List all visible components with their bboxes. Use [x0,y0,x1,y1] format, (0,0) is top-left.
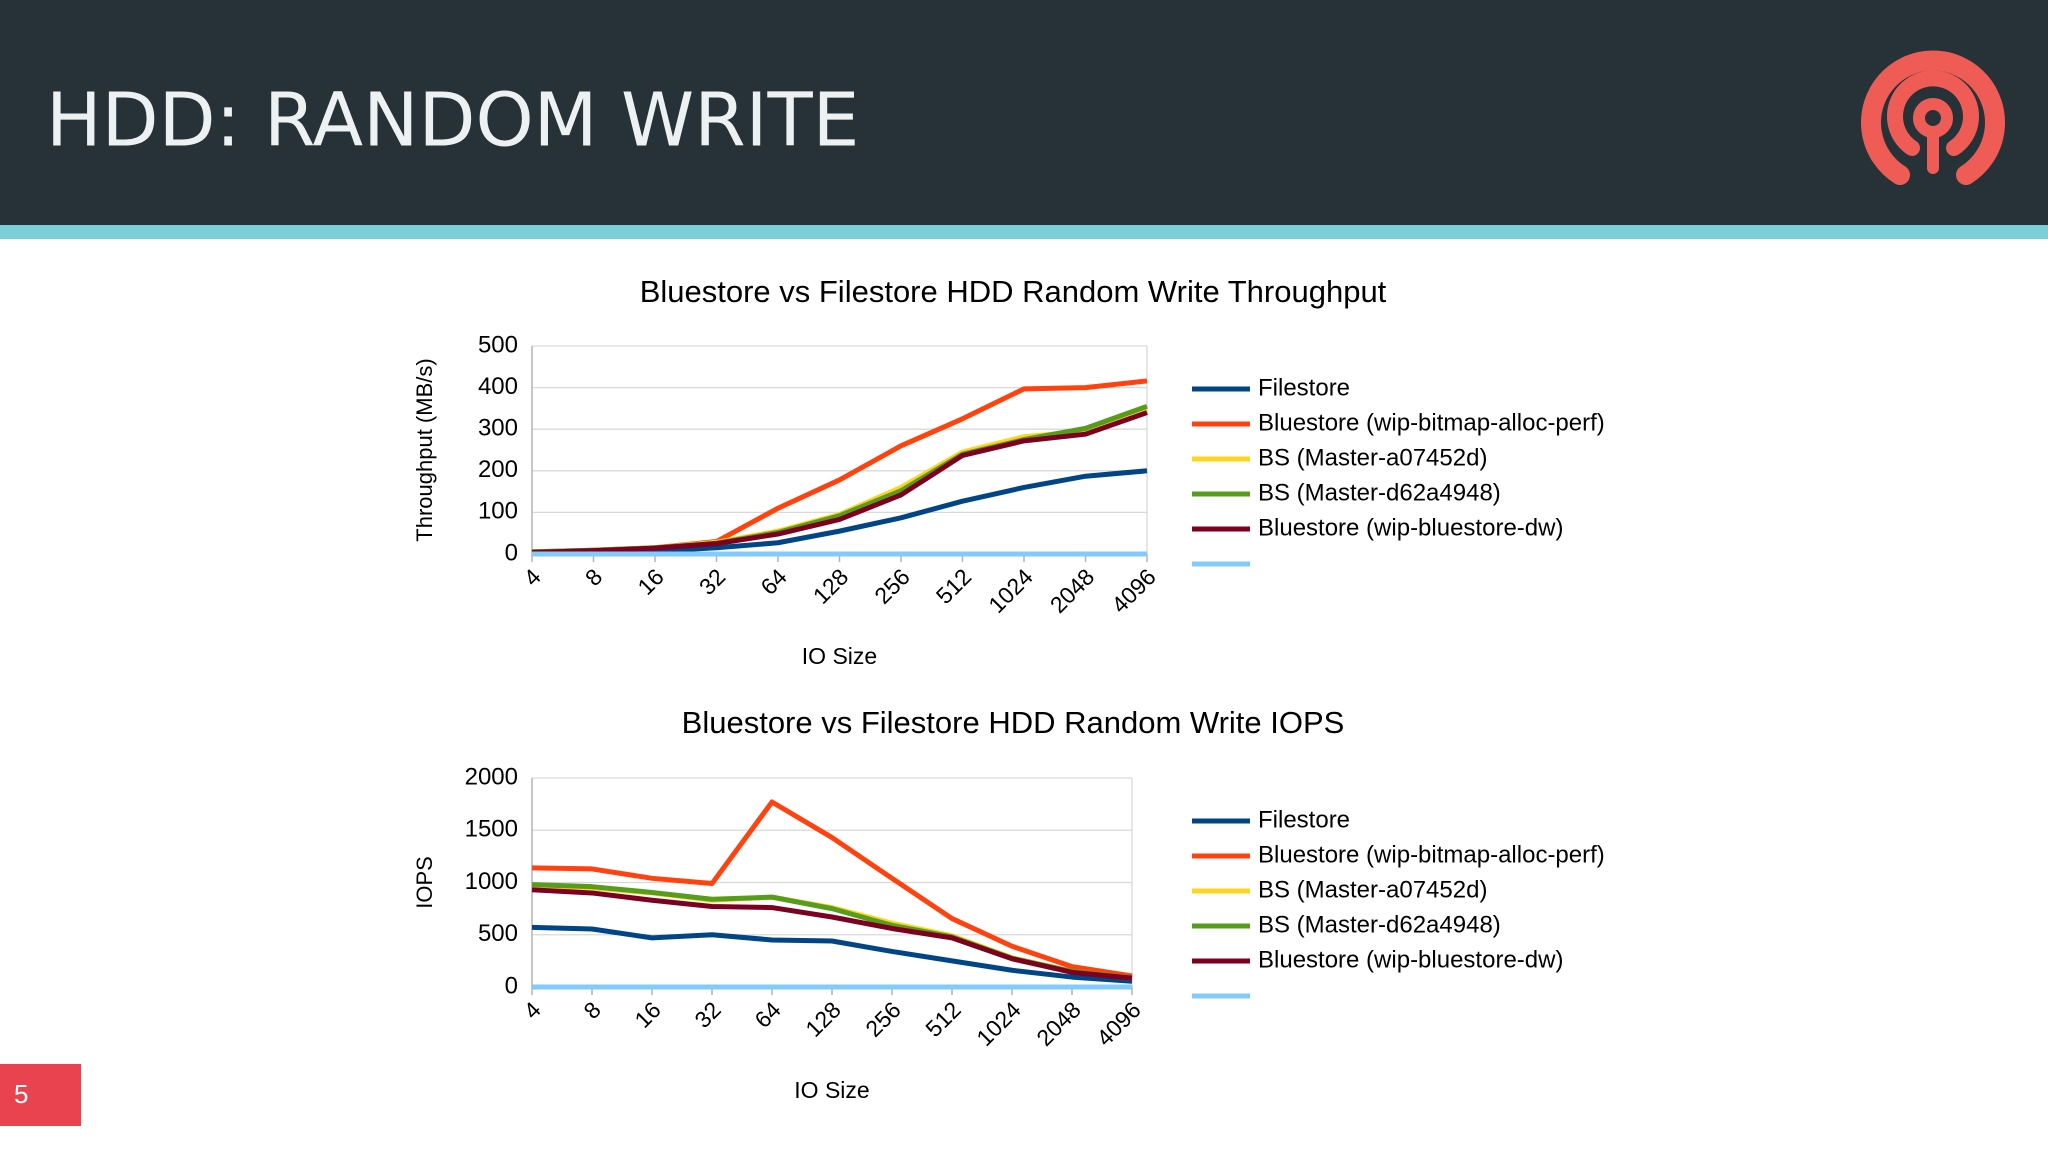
x-axis-label: IO Size [802,643,877,669]
x-tick-label: 4096 [1091,996,1146,1051]
x-tick-label: 8 [578,996,605,1023]
legend-label: BS (Master-a07452d) [1258,444,1487,471]
x-tick-label: 128 [808,563,854,609]
x-tick-label: 1024 [983,563,1038,618]
legend-label: BS (Master-a07452d) [1258,876,1487,903]
x-tick-label: 16 [629,996,665,1032]
y-tick-label: 2000 [465,763,518,790]
series-line [531,378,1148,555]
y-tick-label: 100 [478,498,518,525]
series-line [531,887,1133,981]
y-tick-label: 1000 [465,868,518,895]
x-tick-label: 256 [860,996,906,1042]
x-tick-label: 16 [632,563,668,599]
page-number: 5 [14,1079,28,1109]
series-line [531,410,1148,555]
y-tick-label: 1500 [465,816,518,843]
page-number-box [0,1064,81,1126]
x-tick-label: 32 [689,996,725,1032]
x-tick-label: 4 [518,563,546,591]
series-line [531,924,1133,984]
header-stripe [0,225,2048,239]
x-tick-label: 8 [580,563,607,590]
y-tick-label: 500 [478,331,518,358]
x-tick-label: 4 [518,996,546,1024]
y-tick-label: 0 [505,972,518,999]
legend-label: BS (Master-d62a4948) [1258,911,1501,938]
chart-title: Bluestore vs Filestore HDD Random Write … [640,274,1387,309]
x-tick-label: 1024 [971,996,1026,1051]
y-tick-label: 400 [478,373,518,400]
header-band [0,0,2048,225]
x-tick-label: 512 [931,563,977,609]
y-tick-label: 0 [505,539,518,566]
chart-title: Bluestore vs Filestore HDD Random Write … [682,705,1345,740]
legend-label: BS (Master-d62a4948) [1258,479,1501,506]
series-line [531,799,1133,979]
legend-label: Filestore [1258,374,1350,401]
x-tick-label: 64 [755,563,792,600]
y-axis-label: IOPS [412,856,437,909]
x-tick-label: 64 [749,996,786,1033]
x-tick-label: 256 [869,563,915,609]
x-tick-label: 2048 [1045,563,1100,618]
x-tick-label: 32 [694,563,730,599]
x-tick-label: 4096 [1106,563,1161,618]
y-tick-label: 300 [478,415,518,442]
legend-label: Bluestore (wip-bitmap-alloc-perf) [1258,841,1605,868]
logo [1861,50,2005,185]
y-tick-label: 200 [478,456,518,483]
y-axis-label: Throughput (MB/s) [412,358,437,541]
legend-label: Bluestore (wip-bluestore-dw) [1258,514,1563,541]
legend-label: Bluestore (wip-bluestore-dw) [1258,946,1563,973]
y-tick-label: 500 [478,920,518,947]
x-axis-label: IO Size [794,1077,869,1103]
legend-label: Filestore [1258,806,1350,833]
x-tick-label: 128 [800,996,846,1042]
slide-title: HDD: RANDOM WRITE [46,78,859,164]
legend-label: Bluestore (wip-bitmap-alloc-perf) [1258,409,1605,436]
x-tick-label: 2048 [1031,996,1086,1051]
x-tick-label: 512 [920,996,966,1042]
